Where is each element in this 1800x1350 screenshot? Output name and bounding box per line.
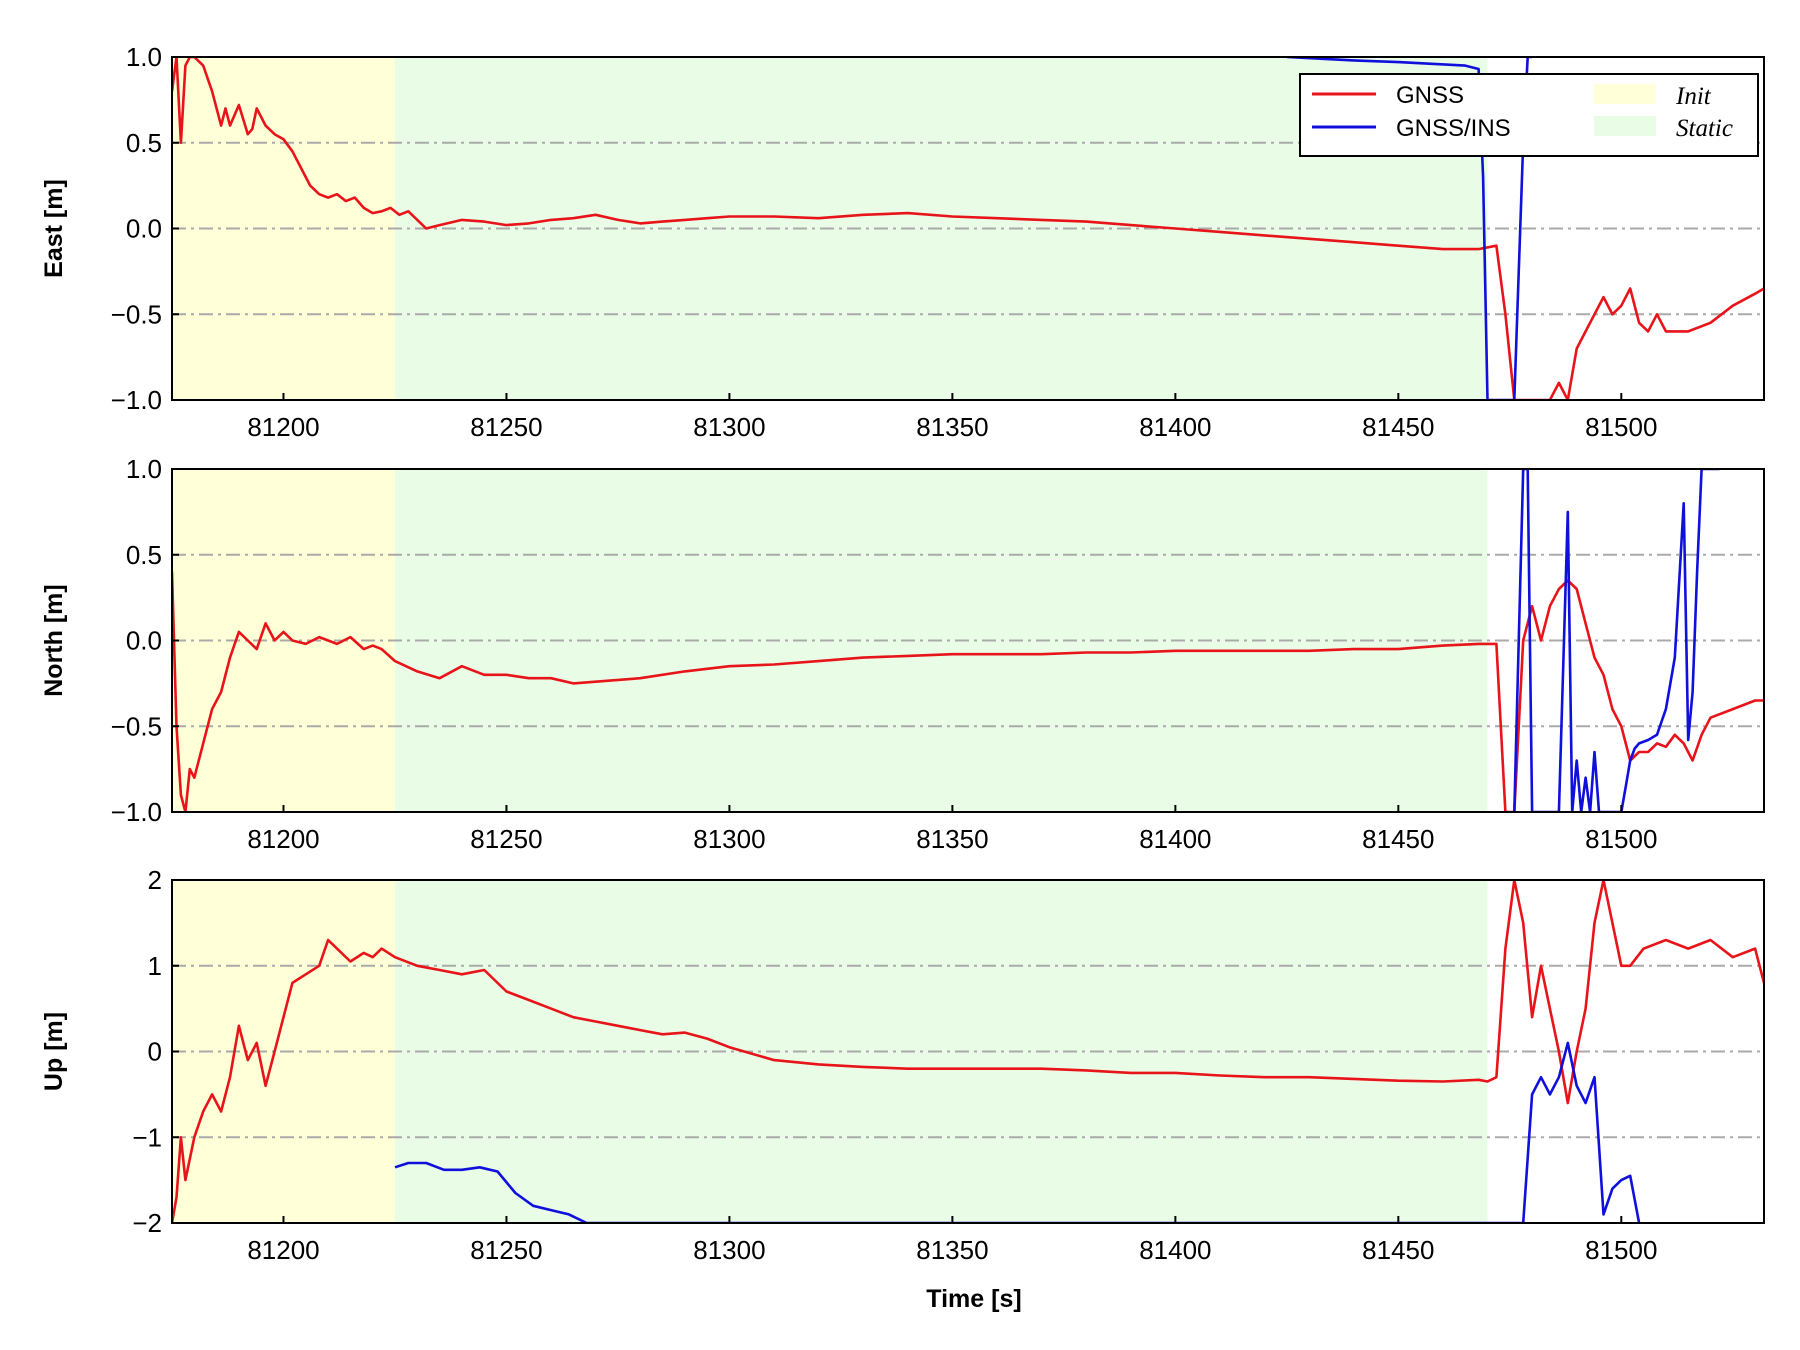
series-group	[172, 880, 1764, 1223]
series-group	[172, 57, 1764, 400]
y-tick-label: 0.5	[126, 128, 162, 158]
series-group	[172, 469, 1764, 812]
x-tick-label: 81350	[916, 1235, 988, 1265]
legend: GNSS GNSS/INS Init Static	[1299, 73, 1759, 157]
x-tick-label: 81300	[693, 1235, 765, 1265]
legend-gnss-label: GNSS	[1396, 82, 1464, 109]
x-tick-label: 81450	[1362, 412, 1434, 442]
x-tick-label: 81400	[1139, 412, 1211, 442]
series-gnss-ins-line	[394, 1041, 1641, 1223]
legend-static-label: Static	[1676, 115, 1733, 142]
y-tick-label: −0.5	[111, 711, 162, 741]
x-tick-label: 81450	[1362, 1235, 1434, 1265]
panels: 81200 81250 81300 81350 81400 81450 81500 −1.0 −…	[40, 42, 1765, 1265]
y-axis-label: North [m]	[40, 584, 68, 696]
y-tick-label: −2	[132, 1208, 162, 1238]
y-axis-label: East [m]	[40, 179, 68, 278]
panel-3: 81200 81250 81300 81350 81400 81450 81500 −2 −1 0…	[40, 865, 1765, 1265]
x-axis-label: Time [s]	[926, 1285, 1021, 1313]
y-tick-label: 0.0	[126, 626, 162, 656]
y-tick-label: 1.0	[126, 454, 162, 484]
x-tick-label: 81500	[1585, 824, 1657, 854]
x-tick-label: 81200	[247, 1235, 319, 1265]
x-tick-label: 81350	[916, 412, 988, 442]
series-gnss-line	[172, 57, 1764, 400]
x-tick-label: 81500	[1585, 1235, 1657, 1265]
x-tick-label: 81400	[1139, 824, 1211, 854]
y-tick-label: 2	[148, 865, 162, 895]
legend-frame	[1299, 73, 1759, 157]
x-tick-label: 81500	[1585, 412, 1657, 442]
legend-gnss-ins-label: GNSS/INS	[1396, 115, 1511, 142]
x-tick-label: 81250	[470, 412, 542, 442]
x-tick-label: 81350	[916, 824, 988, 854]
panel-2: 81200 81250 81300 81350 81400 81450 81500 −1.0 −…	[40, 454, 1765, 854]
x-tick-label: 81250	[470, 824, 542, 854]
series-gnss-ins-line	[1286, 57, 1533, 400]
x-tick-label: 81300	[693, 824, 765, 854]
series-gnss-ins-line	[1513, 469, 1720, 812]
y-tick-label: −0.5	[111, 299, 162, 329]
y-tick-label: 1	[148, 951, 162, 981]
y-tick-label: 0.5	[126, 540, 162, 570]
legend-init-swatch	[1594, 84, 1656, 104]
y-axis-label: Up [m]	[40, 1012, 68, 1091]
y-tick-label: −1.0	[111, 385, 162, 415]
legend-init-label: Init	[1675, 83, 1712, 110]
x-tick-label: 81400	[1139, 1235, 1211, 1265]
series-gnss-line	[172, 571, 1764, 812]
y-tick-label: −1.0	[111, 797, 162, 827]
x-tick-label: 81200	[247, 412, 319, 442]
x-tick-label: 81200	[247, 824, 319, 854]
x-tick-label: 81300	[693, 412, 765, 442]
y-tick-label: 1.0	[126, 42, 162, 72]
y-tick-label: 0	[148, 1037, 162, 1067]
y-tick-label: 0.0	[126, 214, 162, 244]
y-tick-label: −1	[132, 1122, 162, 1152]
x-tick-label: 81250	[470, 1235, 542, 1265]
x-tick-label: 81450	[1362, 824, 1434, 854]
legend-static-swatch	[1594, 116, 1656, 136]
